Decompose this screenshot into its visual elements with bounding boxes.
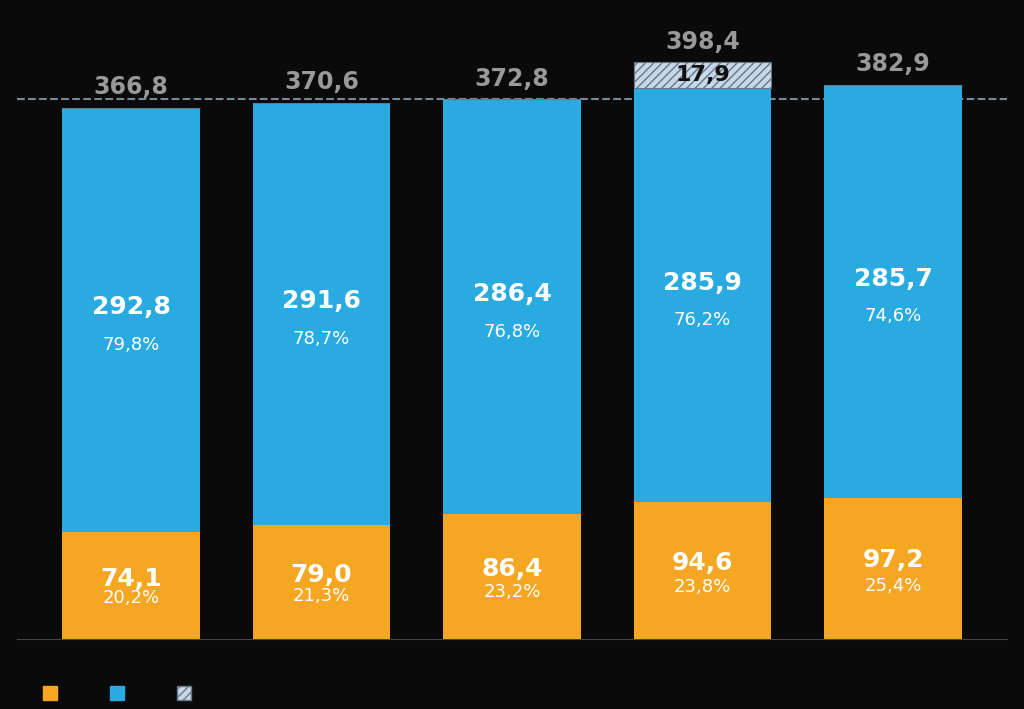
Text: 74,6%: 74,6% bbox=[864, 308, 922, 325]
Bar bbox=[62, 532, 200, 640]
Text: 79,0: 79,0 bbox=[291, 563, 352, 587]
Text: 382,9: 382,9 bbox=[856, 52, 931, 76]
Text: 25,4%: 25,4% bbox=[864, 576, 922, 595]
Bar bbox=[253, 525, 390, 640]
Bar bbox=[824, 498, 962, 640]
Text: 372,8: 372,8 bbox=[475, 67, 549, 91]
Text: 17,9: 17,9 bbox=[675, 65, 730, 85]
Bar bbox=[443, 514, 581, 640]
Bar bbox=[634, 62, 771, 89]
Text: 94,6: 94,6 bbox=[672, 550, 733, 574]
Text: 74,1: 74,1 bbox=[100, 567, 162, 591]
Text: 370,6: 370,6 bbox=[284, 70, 359, 94]
Text: 97,2: 97,2 bbox=[862, 549, 924, 572]
Legend: , , : , , bbox=[43, 686, 202, 700]
Text: 79,8%: 79,8% bbox=[102, 336, 160, 354]
Text: 291,6: 291,6 bbox=[282, 289, 361, 313]
Text: 78,7%: 78,7% bbox=[293, 330, 350, 348]
Bar bbox=[634, 89, 771, 502]
Text: 76,8%: 76,8% bbox=[483, 323, 541, 341]
Bar bbox=[62, 108, 200, 532]
Text: 20,2%: 20,2% bbox=[102, 589, 160, 608]
Text: 21,3%: 21,3% bbox=[293, 587, 350, 605]
Text: 76,2%: 76,2% bbox=[674, 311, 731, 329]
Text: 398,4: 398,4 bbox=[666, 30, 740, 54]
Bar bbox=[253, 103, 390, 525]
Bar bbox=[634, 502, 771, 640]
Text: 286,4: 286,4 bbox=[472, 282, 552, 306]
Text: 292,8: 292,8 bbox=[91, 295, 170, 319]
Text: 86,4: 86,4 bbox=[481, 557, 543, 581]
Bar bbox=[824, 85, 962, 498]
Text: 23,2%: 23,2% bbox=[483, 583, 541, 601]
Text: 366,8: 366,8 bbox=[93, 75, 168, 99]
Bar bbox=[443, 99, 581, 514]
Text: 23,8%: 23,8% bbox=[674, 578, 731, 596]
Text: 285,7: 285,7 bbox=[854, 267, 933, 291]
Text: 285,9: 285,9 bbox=[664, 271, 742, 295]
